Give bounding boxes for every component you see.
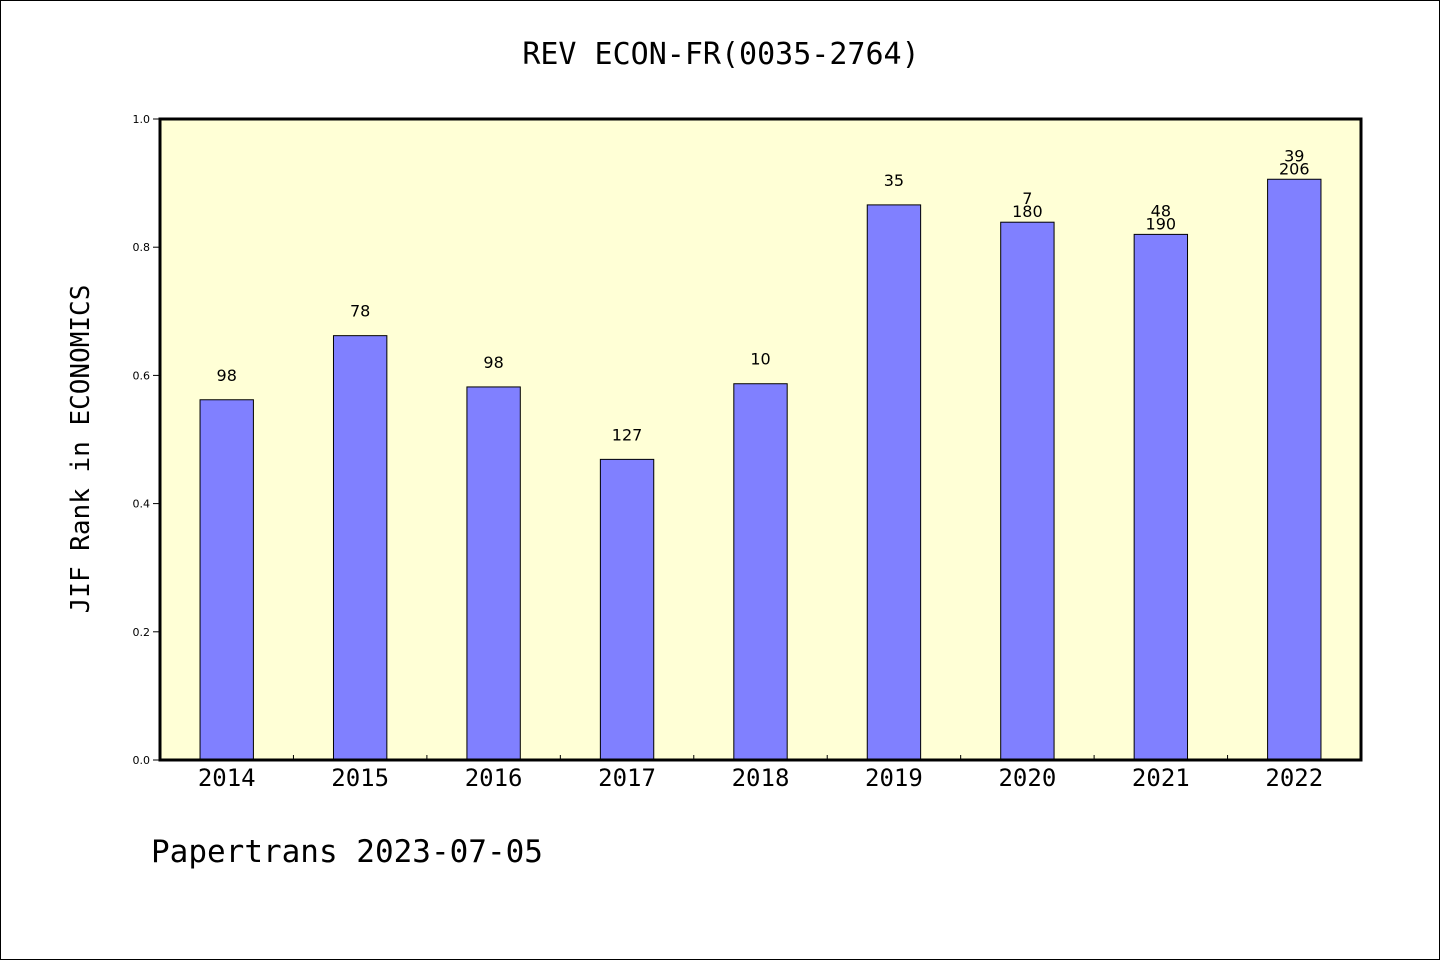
y-tick-label: 0.8 — [133, 241, 151, 254]
data-label: 180 — [1012, 202, 1043, 221]
y-tick-label: 0.2 — [133, 626, 151, 639]
plot-border — [158, 117, 1363, 762]
data-label: 7 — [1022, 189, 1032, 208]
bar — [1267, 178, 1322, 761]
y-tick-label: 0.0 — [133, 754, 151, 767]
data-label: 190 — [1146, 214, 1177, 233]
y-tick-label: 0.4 — [133, 498, 151, 511]
bar — [599, 458, 655, 761]
data-label: 48 — [1151, 201, 1171, 220]
data-label: 98 — [217, 366, 237, 385]
x-tick-label: 2018 — [732, 764, 790, 792]
x-tick-label: 2016 — [465, 764, 523, 792]
bar — [1133, 233, 1189, 761]
data-label: 127 — [612, 425, 643, 444]
data-label: 98 — [483, 353, 503, 372]
footer-credit: Papertrans 2023-07-05 — [151, 834, 543, 870]
x-tick-label: 2020 — [998, 764, 1056, 792]
x-tick-label: 2019 — [865, 764, 923, 792]
x-tick-label: 2021 — [1132, 764, 1190, 792]
bar — [466, 386, 521, 761]
data-label: 39 — [1284, 146, 1304, 165]
bar — [1000, 221, 1055, 761]
y-tick-label: 1.0 — [133, 113, 151, 126]
data-label: 206 — [1279, 159, 1310, 178]
bar — [199, 399, 254, 761]
data-label: 35 — [884, 171, 904, 190]
y-tick-label: 0.6 — [133, 369, 151, 382]
x-tick-label: 2022 — [1265, 764, 1323, 792]
bar — [332, 335, 388, 761]
x-tick-label: 2015 — [331, 764, 389, 792]
bar — [733, 383, 788, 761]
bar — [866, 204, 922, 761]
data-label: 10 — [750, 350, 770, 369]
data-label: 78 — [350, 302, 370, 321]
x-tick-label: 2014 — [198, 764, 256, 792]
x-tick-label: 2017 — [598, 764, 656, 792]
chart-title: REV ECON-FR(0035-2764) — [522, 37, 920, 72]
